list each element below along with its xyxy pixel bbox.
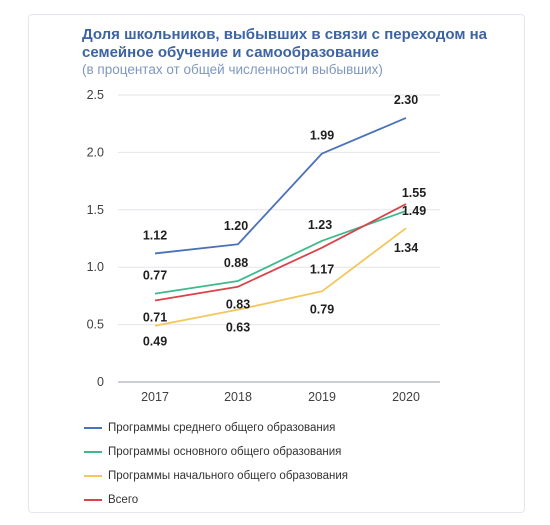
data-label: 0.83	[226, 298, 250, 312]
data-label: 1.12	[143, 228, 167, 242]
y-tick-label: 2.0	[87, 145, 104, 159]
legend-swatch	[84, 451, 102, 453]
chart-legend: Программы среднего общего образования Про…	[84, 416, 348, 512]
series-line	[154, 227, 407, 327]
legend-item: Программы основного общего образования	[84, 440, 348, 464]
data-label: 0.49	[143, 335, 167, 349]
x-tick-label: 2018	[224, 390, 252, 404]
data-label: 0.79	[310, 302, 334, 316]
data-label: 1.55	[402, 186, 426, 200]
series-line	[154, 117, 407, 255]
data-label: 2.30	[394, 93, 418, 107]
y-tick-label: 0.5	[87, 318, 104, 332]
legend-label: Всего	[108, 494, 139, 506]
legend-swatch	[84, 475, 102, 477]
data-label: 0.77	[143, 269, 167, 283]
data-label: 1.99	[310, 129, 334, 143]
data-label: 0.88	[224, 256, 248, 270]
y-tick-label: 1.5	[87, 203, 104, 217]
x-tick-label: 2017	[141, 390, 169, 404]
legend-swatch	[84, 427, 102, 429]
data-label: 1.49	[402, 204, 426, 218]
data-label: 1.23	[308, 218, 332, 232]
data-label: 1.34	[394, 241, 418, 255]
data-label: 0.71	[143, 310, 167, 324]
legend-item: Программы начального общего образования	[84, 464, 348, 488]
data-label: 0.63	[226, 321, 250, 335]
data-label: 1.20	[224, 219, 248, 233]
x-tick-label: 2019	[308, 390, 336, 404]
legend-swatch	[84, 499, 102, 501]
y-tick-label: 1.0	[87, 260, 104, 274]
y-tick-label: 0	[97, 375, 104, 389]
data-label: 1.17	[310, 263, 334, 277]
chart-subtitle: (в процентах от общей численности выбывш…	[82, 62, 383, 77]
series-line	[154, 203, 407, 302]
legend-item: Всего	[84, 488, 348, 512]
legend-item: Программы среднего общего образования	[84, 416, 348, 440]
legend-label: Программы начального общего образования	[108, 470, 348, 482]
legend-label: Программы среднего общего образования	[108, 422, 336, 434]
chart-title: Доля школьников, выбывших в связи с пере…	[82, 26, 487, 61]
x-tick-label: 2020	[392, 390, 420, 404]
legend-label: Программы основного общего образования	[108, 446, 342, 458]
y-tick-label: 2.5	[87, 88, 104, 102]
